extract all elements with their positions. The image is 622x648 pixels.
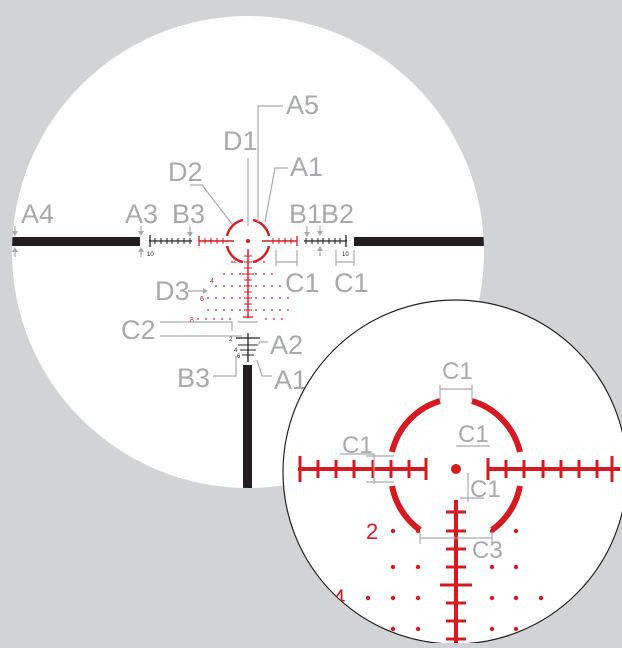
main-black-lower-ticks: [236, 333, 260, 362]
right-ten-mark: 10: [342, 252, 349, 258]
left-heavy-post: [12, 237, 140, 246]
zoom-bdc-stem: [440, 500, 472, 644]
callout-d2: D2: [168, 157, 203, 187]
callout-a5: A5: [286, 90, 319, 120]
zoom-right-stadia: [486, 456, 620, 482]
main-red-2: 2: [233, 258, 237, 265]
main-black-2: 2: [229, 337, 233, 343]
callout-c1-right: C1: [334, 268, 369, 298]
callout-a3: A3: [125, 199, 158, 229]
callout-a1-bottom: A1: [274, 365, 307, 395]
zoom-callout-c1-left: C1: [342, 432, 373, 459]
main-center-dot: [246, 239, 250, 243]
main-red-4: 4: [210, 278, 214, 285]
zoom-callout-leaders: [340, 385, 493, 544]
zoom-left-stadia: [298, 456, 428, 482]
zoom-callout-c3: C3: [472, 537, 503, 564]
left-ten-mark: 10: [147, 252, 154, 258]
callout-a4: A4: [21, 199, 54, 229]
left-fine-stadia: [149, 235, 192, 247]
callout-a2: A2: [270, 330, 303, 360]
callout-d1: D1: [223, 126, 258, 156]
callout-b2: B2: [321, 199, 354, 229]
zoom-callout-c1-top: C1: [442, 358, 473, 385]
right-heavy-post: [354, 237, 484, 246]
main-red-8: 8: [190, 317, 194, 324]
zoom-red-4: 4: [333, 585, 345, 610]
zoom-inset-view: 2 4 C1 C1 C1 C1 C3: [282, 299, 622, 645]
main-callout-leaders: [12, 105, 355, 377]
zoom-center-dot: [451, 464, 461, 474]
bottom-heavy-post: [243, 365, 252, 488]
zoom-red-2: 2: [366, 519, 378, 544]
zoom-callout-c1-center: C1: [470, 476, 501, 503]
main-red-bdc-stem: [242, 249, 254, 318]
main-red-horizontal-stadia: [198, 236, 298, 246]
zoom-callout-c1-right: C1: [458, 421, 489, 448]
zoom-red-ring: [389, 398, 523, 533]
main-red-wind-dots: [197, 261, 289, 320]
callout-c2: C2: [121, 315, 156, 345]
callout-d3: D3: [155, 276, 190, 306]
right-fine-stadia: [304, 235, 347, 247]
callout-b3-left: B3: [172, 199, 205, 229]
callout-a1-top: A1: [290, 152, 323, 182]
main-black-6: 6: [237, 354, 241, 360]
callout-c1-mid: C1: [285, 268, 320, 298]
main-red-6: 6: [200, 296, 204, 303]
zoom-wind-dots: [365, 528, 544, 632]
callout-b1: B1: [289, 199, 322, 229]
main-red-ring: [225, 218, 271, 264]
main-black-4: 4: [234, 348, 238, 354]
callout-b3-bottom: B3: [177, 363, 210, 393]
